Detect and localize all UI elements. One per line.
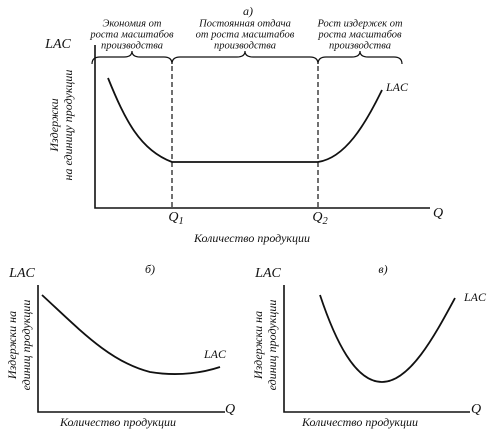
x-title: Количество продукции [193,231,310,245]
y-symbol: LAC [44,37,71,52]
lac-curve [319,294,456,383]
panel-a: а) LAC Издержки на единицу продукции Эко… [44,4,443,245]
region-text: Экономия от [103,18,162,29]
panel-label: а) [243,4,253,18]
y-symbol: LAC [254,266,281,281]
region-text: роста масштабов [317,29,402,40]
q-symbol: Q [168,210,178,225]
q-symbol: Q [312,210,322,225]
region-text: от роста масштабов [196,29,295,40]
x-symbol: Q [471,402,481,417]
x-symbol: Q [225,402,235,417]
panel-label: б) [145,262,155,276]
q-subscript: 2 [322,216,328,227]
y-title-line: Издержки [47,98,61,152]
curve-label: LAC [385,80,409,94]
axes [94,45,430,209]
region-text: роста масштабов [89,29,174,40]
x-title: Количество продукции [301,415,418,429]
curve-label: LAC [463,290,487,304]
dashed-guide [171,66,319,208]
y-title-line: единиц продукции [19,300,33,391]
panel-label: в) [378,262,387,276]
y-title-line: Издержки на [251,311,265,380]
y-symbol: LAC [8,266,35,281]
q-mark: Q1 [168,210,183,227]
y-title: Издержки на единиц продукции [5,300,33,391]
y-title-line: единиц продукции [265,300,279,391]
lac-curve [107,77,383,163]
region-text: Рост издержек от [316,18,403,29]
y-title: Издержки на единицу продукции [47,70,75,181]
panel-b: б) LAC Издержки на единиц продукции LAC … [5,262,235,429]
region-text: производства [214,40,276,51]
curve-label: LAC [203,347,227,361]
y-title-line: на единицу продукции [61,70,75,181]
panel-c: в) LAC Издержки на единиц продукции LAC … [251,262,487,429]
region-text: производства [329,40,391,51]
axes [283,285,470,413]
y-title-line: Издержки на [5,311,19,380]
brace [317,50,403,65]
x-title: Количество продукции [59,415,176,429]
y-title: Издержки на единиц продукции [251,300,279,391]
region-text: производства [101,40,163,51]
x-symbol: Q [433,206,443,221]
axes [37,285,225,413]
region-text: Постоянная отдача [198,18,291,29]
brace [91,50,173,65]
brace [171,50,319,65]
q-mark: Q2 [312,210,328,227]
lac-curve [41,294,221,375]
q-subscript: 1 [178,216,183,227]
